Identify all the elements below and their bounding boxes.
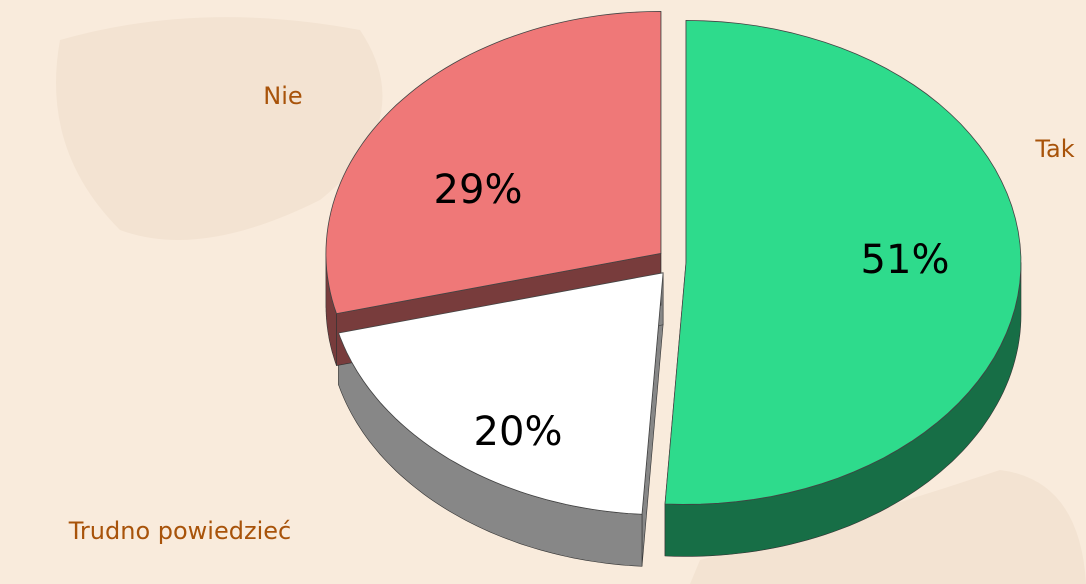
map-shape <box>56 17 383 241</box>
slice <box>338 272 664 515</box>
category-label: Nie <box>263 82 302 110</box>
value-label: 51% <box>861 237 950 283</box>
value-label: 29% <box>434 167 523 213</box>
map-shape <box>690 470 1086 584</box>
slice <box>664 19 1022 505</box>
value-label: 20% <box>474 409 563 455</box>
category-label: Trudno powiedzieć <box>68 517 291 545</box>
category-label: Tak <box>1034 135 1074 163</box>
slice <box>325 10 662 315</box>
